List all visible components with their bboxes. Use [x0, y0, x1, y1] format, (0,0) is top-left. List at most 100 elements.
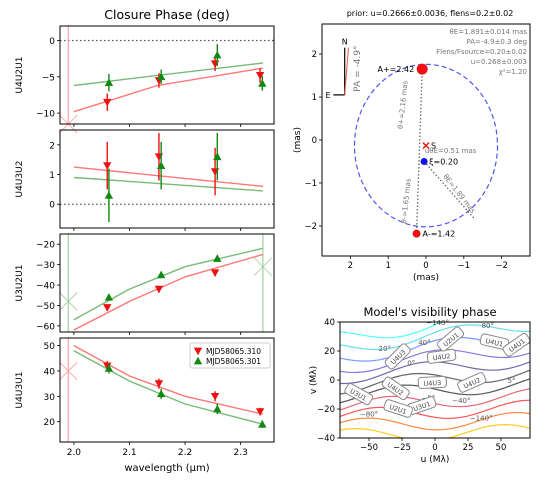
y-tick-label: −20: [36, 241, 55, 251]
cp-panel-U4U3U2: 2 1 0 U4U3U2: [15, 129, 275, 231]
y-axis-label: (mas): [293, 127, 303, 153]
y-tick-label: 30: [44, 393, 56, 403]
x-tick-label: 25: [463, 443, 474, 453]
contour-lines: [340, 322, 530, 438]
contour-label: 5°: [508, 377, 516, 385]
contour-line: [340, 324, 530, 351]
theta-e-label: θE=1.89 mas: [441, 173, 477, 215]
x-tick-label: 0: [432, 443, 437, 453]
visphase-title: Model's visibility phase: [363, 305, 496, 319]
point-mjd58065-301: [104, 293, 114, 301]
model-curve-0: [73, 253, 264, 331]
legend-marker-mjd58065-301: [193, 356, 203, 365]
y-tick-label: −40: [36, 282, 55, 292]
legend-marker-mjd58065-310: [193, 347, 203, 356]
y-tick-label: −1: [304, 179, 317, 189]
theta-e-line: [423, 161, 476, 220]
edge-marker-cross: [58, 292, 78, 311]
source-marker: [422, 142, 430, 150]
x-tick-label: 50: [496, 443, 507, 453]
point-mjd58065-301: [213, 152, 222, 161]
contour-line: [340, 399, 530, 420]
contour-line: [340, 423, 530, 438]
model-curve-1: [73, 176, 263, 192]
x-tick-label: −25: [393, 443, 411, 453]
contour-line: [340, 322, 444, 339]
fit-annotation: θE=1.891±0.014 mas: [450, 28, 528, 36]
y-tick-label: 1: [49, 171, 55, 181]
y-tick-label: 2: [312, 50, 317, 60]
axes-frame: [59, 233, 275, 333]
u-theta-label: uθE=0.51 mas: [425, 147, 477, 155]
baseline-label-text: U4U2: [432, 352, 451, 362]
y-tick-label: 50: [44, 342, 56, 352]
baseline-label-text: U4U1: [485, 337, 504, 349]
chart-title: Closure Phase (deg): [104, 7, 229, 22]
baseline-label-box: [344, 383, 374, 406]
contour-line: [340, 349, 530, 374]
x-tick-label: −50: [360, 443, 378, 453]
x-tick-label: 0: [423, 261, 428, 271]
contour-label: −40°: [452, 397, 470, 405]
baseline-label-box: [426, 348, 457, 364]
contour-label: 0°: [407, 360, 415, 368]
east-label: E: [325, 91, 330, 100]
y-tick-label: 1: [312, 93, 317, 103]
point-mjd58065-301: [156, 161, 166, 169]
contour-line: [340, 411, 530, 431]
legend-label: MJD58065.310: [206, 347, 261, 356]
point-mjd58065-310: [210, 60, 220, 68]
baseline-label-box: [457, 372, 487, 393]
baseline-label: U2U1: [383, 399, 413, 418]
y-tick-label: 20: [44, 418, 56, 428]
y-tick-label: −60: [36, 322, 55, 332]
point-mjd58065-310: [210, 269, 220, 277]
north-label: N: [342, 38, 348, 47]
model-curve-0: [73, 344, 264, 415]
compass: N E PA = -4.9°: [325, 38, 362, 100]
y-tick-label: −2: [304, 222, 317, 232]
y-axis-label: U4U2U1: [15, 57, 25, 94]
point-mjd58065-310: [210, 168, 220, 176]
point-mjd58065-310: [103, 304, 112, 312]
theta-minus-label: θ-=1.65 mas: [400, 178, 413, 224]
edge-marker-cross: [58, 361, 78, 381]
x-tick-label: 2.3: [233, 448, 247, 458]
image-minus-point: [412, 229, 421, 238]
y-tick-label: 40: [324, 318, 335, 328]
point-mjd58065-310: [103, 162, 112, 170]
legend-label: MJD58065.301: [206, 357, 261, 366]
image-minus-label: A-=1.42: [423, 230, 456, 239]
lens-label: ξ=0.20: [429, 157, 458, 166]
baseline-label-box: [383, 399, 413, 418]
point-mjd58065-301: [258, 79, 267, 87]
closure-phase-panels: 0 −5 −10 U4U2U1 2 1 0 U4U3U2 −20 −30 −40 −50 −60 U3U2…: [15, 25, 275, 458]
model-curve-0: [73, 67, 264, 113]
y-tick-label: 0: [312, 136, 317, 146]
axes-frame: [59, 337, 275, 443]
cp-panel-U4U3U1: 50 40 30 20 2.0 2.1 2.2 2.3 U4U3U1 MJD58065.310MJ…: [15, 337, 275, 458]
baseline-label: U4U1: [479, 333, 510, 351]
baseline-label: U4U3: [417, 375, 447, 389]
legend-box: [189, 342, 271, 369]
fit-annotation: Flens/Fsource=0.20±0.02: [436, 48, 527, 56]
contour-label: −140°: [470, 415, 493, 423]
source-label: S: [431, 142, 436, 151]
x-tick-label: 2: [348, 261, 353, 271]
model-curve-1: [73, 62, 263, 87]
fit-annotation: u=0.268±0.003: [471, 58, 527, 66]
baseline-label-box: [381, 376, 410, 401]
cp-panel-U3U2U1: −20 −30 −40 −50 −60 U3U2U1: [15, 233, 275, 335]
einstein-ring: [353, 63, 499, 228]
point-mjd58065-301: [213, 254, 222, 262]
y-tick-label: −10: [36, 110, 55, 120]
axes-frame: [59, 25, 275, 125]
cp-panel-U4U2U1: 0 −5 −10 U4U2U1: [15, 25, 275, 134]
y-tick-label: 0: [49, 37, 55, 47]
edge-marker-cross: [253, 257, 273, 277]
baseline-label-box: [384, 343, 411, 370]
x-tick-label: 2.0: [67, 448, 82, 458]
y-tick-label: 0: [330, 376, 335, 386]
